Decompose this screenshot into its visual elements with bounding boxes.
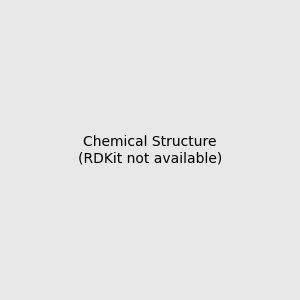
Text: Chemical Structure
(RDKit not available): Chemical Structure (RDKit not available) <box>78 135 222 165</box>
